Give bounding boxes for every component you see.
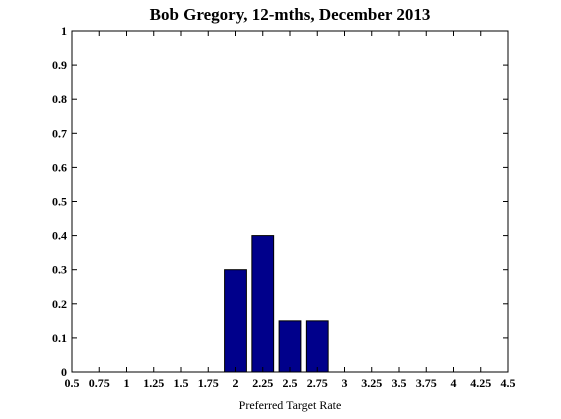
- x-tick-label-11: 3.25: [361, 376, 382, 390]
- y-tick-label-9: 0.9: [52, 58, 67, 72]
- y-tick-label-0: 0: [61, 365, 67, 379]
- y-tick-label-5: 0.5: [52, 195, 67, 209]
- x-tick-label-13: 3.75: [416, 376, 437, 390]
- x-tick-label-14: 4: [451, 376, 457, 390]
- y-tick-label-2: 0.2: [52, 297, 67, 311]
- y-tick-label-1: 0.1: [52, 331, 67, 345]
- x-tick-label-12: 3.5: [392, 376, 407, 390]
- x-tick-label-6: 2: [233, 376, 239, 390]
- bar-1: [251, 235, 275, 373]
- x-tick-label-16: 4.5: [501, 376, 516, 390]
- chart-title: Bob Gregory, 12-mths, December 2013: [150, 5, 431, 24]
- bar-0: [224, 269, 247, 373]
- y-tick-label-3: 0.3: [52, 263, 67, 277]
- x-tick-label-8: 2.5: [283, 376, 298, 390]
- x-tick-label-7: 2.25: [252, 376, 273, 390]
- x-axis-label: Preferred Target Rate: [239, 398, 342, 412]
- x-tick-label-5: 1.75: [198, 376, 219, 390]
- bars: [224, 235, 329, 373]
- x-tick-label-1: 0.75: [89, 376, 110, 390]
- x-tick-label-0: 0.5: [65, 376, 80, 390]
- bar-3: [305, 320, 329, 373]
- y-tick-label-6: 0.6: [52, 160, 67, 174]
- y-tick-label-7: 0.7: [52, 126, 67, 140]
- y-tick-label-10: 1: [61, 24, 67, 38]
- y-tick-label-4: 0.4: [52, 229, 67, 243]
- y-tick-label-8: 0.8: [52, 92, 67, 106]
- x-tick-label-3: 1.25: [143, 376, 164, 390]
- bar-2: [278, 320, 302, 373]
- x-tick-label-10: 3: [342, 376, 348, 390]
- x-tick-label-2: 1: [124, 376, 130, 390]
- x-tick-label-15: 4.25: [470, 376, 491, 390]
- x-tick-label-4: 1.5: [174, 376, 189, 390]
- axis-ticks: 0.5 0.75 1 1.25 1.5 1.75 2 2.25 2.5 2.75 3 3.25 3.5 3…: [52, 24, 516, 390]
- x-tick-label-9: 2.75: [307, 376, 328, 390]
